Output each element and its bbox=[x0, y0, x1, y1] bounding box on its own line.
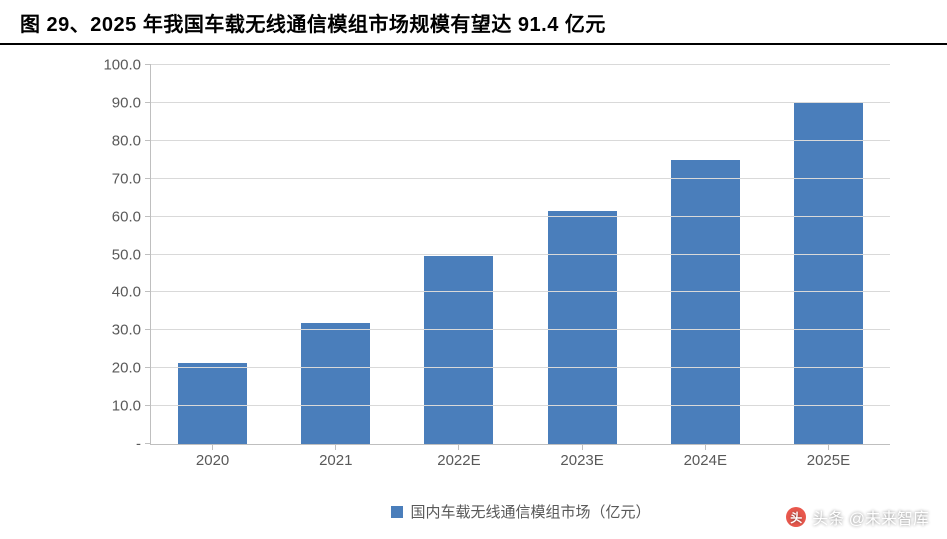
legend-swatch bbox=[390, 506, 402, 518]
xtick-mark bbox=[582, 444, 583, 450]
ytick-label: 70.0 bbox=[81, 170, 151, 187]
legend-label: 国内车载无线通信模组市场（亿元） bbox=[410, 501, 650, 522]
ytick-label: 20.0 bbox=[81, 360, 151, 377]
watermark-text: 头条 @未来智库 bbox=[812, 505, 929, 529]
ytick-label: 50.0 bbox=[81, 246, 151, 263]
ytick-label: 100.0 bbox=[81, 57, 151, 74]
ytick-label: 60.0 bbox=[81, 208, 151, 225]
ytick-mark bbox=[145, 102, 151, 103]
bar bbox=[178, 363, 247, 444]
bar-slot: 2025E bbox=[767, 65, 890, 444]
ytick-mark bbox=[145, 140, 151, 141]
gridline bbox=[151, 329, 890, 330]
ytick-label: 40.0 bbox=[81, 284, 151, 301]
ytick-mark bbox=[145, 329, 151, 330]
bars-group: 202020212022E2023E2024E2025E bbox=[151, 65, 890, 444]
bar bbox=[301, 323, 370, 444]
ytick-label: 80.0 bbox=[81, 132, 151, 149]
bar bbox=[794, 103, 863, 444]
ytick-mark bbox=[145, 367, 151, 368]
gridline bbox=[151, 140, 890, 141]
bar-slot: 2022E bbox=[397, 65, 520, 444]
ytick-mark bbox=[145, 178, 151, 179]
chart-title: 图 29、2025 年我国车载无线通信模组市场规模有望达 91.4 亿元 bbox=[0, 0, 947, 45]
ytick-label: 30.0 bbox=[81, 322, 151, 339]
bar-slot: 2023E bbox=[521, 65, 644, 444]
legend: 国内车载无线通信模组市场（亿元） bbox=[390, 501, 650, 522]
ytick-label: 10.0 bbox=[81, 398, 151, 415]
gridline bbox=[151, 216, 890, 217]
bar-slot: 2020 bbox=[151, 65, 274, 444]
plot-area: 202020212022E2023E2024E2025E 国内车载无线通信模组市… bbox=[150, 65, 890, 445]
xtick-mark bbox=[335, 444, 336, 450]
ytick-label: 90.0 bbox=[81, 94, 151, 111]
ytick-mark bbox=[145, 443, 151, 444]
ytick-mark bbox=[145, 64, 151, 65]
ytick-mark bbox=[145, 216, 151, 217]
xtick-mark bbox=[828, 444, 829, 450]
ytick-mark bbox=[145, 405, 151, 406]
xtick-mark bbox=[705, 444, 706, 450]
gridline bbox=[151, 64, 890, 65]
xtick-mark bbox=[212, 444, 213, 450]
ytick-mark bbox=[145, 291, 151, 292]
chart-container: 202020212022E2023E2024E2025E 国内车载无线通信模组市… bbox=[60, 55, 920, 485]
xtick-mark bbox=[458, 444, 459, 450]
bar-slot: 2024E bbox=[644, 65, 767, 444]
gridline bbox=[151, 102, 890, 103]
bar bbox=[548, 211, 617, 444]
bar bbox=[671, 160, 740, 444]
ytick-mark bbox=[145, 254, 151, 255]
gridline bbox=[151, 405, 890, 406]
gridline bbox=[151, 254, 890, 255]
watermark-icon: 头 bbox=[786, 507, 806, 527]
gridline bbox=[151, 178, 890, 179]
ytick-label: - bbox=[81, 436, 151, 453]
bar-slot: 2021 bbox=[274, 65, 397, 444]
gridline bbox=[151, 291, 890, 292]
bar bbox=[424, 256, 493, 444]
gridline bbox=[151, 367, 890, 368]
watermark: 头 头条 @未来智库 bbox=[786, 505, 929, 529]
